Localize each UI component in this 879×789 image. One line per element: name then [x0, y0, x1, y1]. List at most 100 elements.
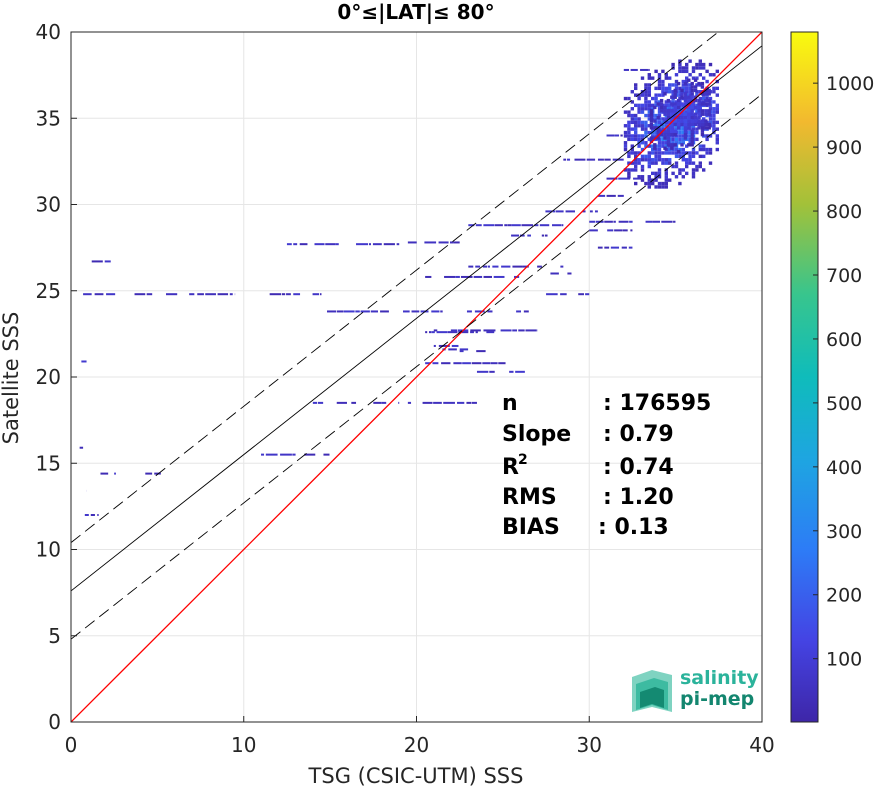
density-cell	[627, 154, 631, 159]
density-cell	[693, 119, 698, 123]
y-tick-label: 25	[36, 279, 61, 303]
density-cell	[715, 110, 719, 114]
density-cell	[657, 79, 662, 84]
density-cell	[647, 90, 651, 94]
density-cell	[661, 151, 665, 155]
density-cell	[356, 243, 369, 246]
density-cell	[705, 86, 709, 91]
density-cell	[627, 134, 631, 138]
density-cell	[327, 310, 337, 313]
density-cell	[700, 92, 705, 96]
density-cell	[715, 103, 719, 108]
density-cell	[664, 100, 668, 104]
density-cell	[647, 130, 651, 135]
density-cell	[515, 370, 525, 373]
density-cell	[644, 134, 648, 138]
density-cell	[690, 119, 694, 123]
density-cell	[700, 85, 705, 89]
density-cell	[586, 158, 596, 161]
density-cell	[687, 98, 691, 103]
density-cell	[483, 275, 493, 278]
density-cell	[634, 103, 638, 108]
density-cell	[637, 151, 641, 155]
density-cell	[634, 130, 638, 135]
density-cell	[574, 158, 586, 161]
density-cell	[673, 105, 677, 110]
density-cell	[661, 220, 673, 223]
density-cell	[425, 275, 432, 278]
density-cell	[336, 401, 347, 404]
density-cell	[368, 243, 371, 246]
density-cell	[560, 265, 564, 268]
density-cell	[681, 107, 685, 111]
density-cell	[702, 144, 706, 148]
density-cell	[286, 243, 292, 246]
density-cell	[698, 59, 702, 63]
density-cell	[695, 66, 699, 70]
stat-value: : 176595	[603, 391, 711, 416]
density-cell	[683, 126, 688, 130]
density-cell	[637, 103, 641, 108]
density-cell	[594, 210, 598, 213]
y-tick-label: 30	[36, 193, 61, 217]
density-cell	[664, 144, 668, 148]
density-cell	[647, 161, 651, 165]
density-cell	[640, 124, 645, 128]
density-cell	[647, 86, 651, 91]
density-cell	[670, 132, 674, 137]
density-cell	[704, 92, 708, 96]
density-cell	[663, 119, 667, 123]
density-cell	[651, 144, 655, 148]
density-cell	[314, 243, 325, 246]
density-cell	[637, 175, 641, 179]
density-cell	[674, 137, 679, 142]
density-cell	[640, 137, 645, 142]
density-cell	[670, 146, 674, 150]
density-cell	[678, 137, 682, 142]
density-cell	[606, 134, 615, 137]
density-cell	[597, 158, 604, 161]
density-cell	[663, 136, 667, 140]
density-cell	[663, 129, 667, 133]
density-cell	[657, 168, 662, 172]
density-cell	[335, 243, 339, 246]
density-cell	[664, 171, 668, 176]
density-cell	[597, 194, 606, 197]
density-cell	[715, 107, 719, 111]
density-cell	[687, 78, 691, 82]
density-cell	[691, 69, 696, 74]
density-cell	[668, 83, 672, 87]
density-cell	[690, 139, 694, 144]
density-cell	[634, 168, 638, 172]
density-cell	[700, 119, 705, 123]
density-cell	[671, 164, 675, 169]
density-cell	[647, 185, 651, 189]
density-cell	[678, 93, 682, 97]
density-cell	[666, 126, 671, 130]
density-cell	[483, 329, 496, 332]
density-cell	[690, 129, 694, 133]
density-cell	[702, 96, 706, 101]
x-tick-label: 10	[231, 733, 256, 757]
density-cell	[640, 158, 645, 162]
density-cell	[448, 348, 457, 351]
density-cell	[687, 112, 691, 116]
density-cell	[468, 224, 475, 227]
density-cell	[541, 234, 545, 237]
density-cell	[432, 362, 439, 365]
density-cell	[474, 310, 485, 313]
density-cell	[681, 141, 685, 145]
density-cell	[630, 134, 634, 138]
density-cell	[269, 293, 282, 296]
density-cell	[661, 185, 665, 189]
density-cell	[674, 83, 679, 87]
density-cell	[659, 98, 664, 103]
density-cell	[666, 98, 671, 103]
density-cell	[651, 96, 655, 101]
density-cell	[668, 86, 672, 91]
density-cell	[438, 344, 450, 347]
density-cell	[482, 362, 491, 365]
density-cell	[685, 144, 689, 148]
density-cell	[197, 293, 204, 296]
density-cell	[372, 243, 382, 246]
